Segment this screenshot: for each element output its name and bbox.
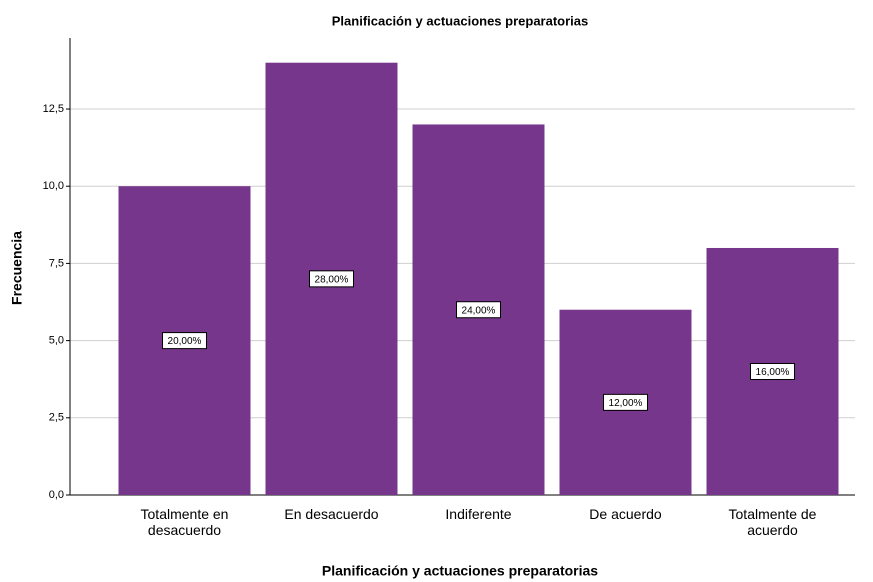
percentage-label: 20,00% — [168, 336, 202, 347]
x-axis-title: Planificación y actuaciones preparatoria… — [322, 563, 598, 579]
y-tick-label: 5,0 — [49, 335, 64, 347]
percentage-box — [309, 270, 354, 288]
percentage-box — [162, 332, 207, 350]
percentage-box — [456, 301, 501, 319]
y-tick-label: 7,5 — [49, 257, 64, 269]
x-tick-label: Indiferente — [445, 506, 512, 522]
y-tick-label: 0,0 — [49, 489, 64, 501]
percentage-label: 16,00% — [756, 367, 790, 378]
x-tick-label: Totalmente en desacuerdo — [140, 506, 229, 538]
chart-title: Planificación y actuaciones preparatoria… — [332, 13, 589, 28]
percentage-label: 12,00% — [609, 398, 643, 409]
x-tick-label: De acuerdo — [589, 506, 662, 522]
y-axis-title: Frecuencia — [9, 231, 25, 305]
y-tick-label: 10,0 — [43, 180, 64, 192]
percentage-label: 24,00% — [462, 305, 496, 316]
x-tick-label: Totalmente de acuerdo — [728, 506, 817, 538]
x-tick-label: En desacuerdo — [284, 506, 379, 522]
percentage-label: 28,00% — [315, 274, 349, 285]
percentage-box — [603, 393, 648, 411]
y-tick-label: 2,5 — [49, 412, 64, 424]
percentage-box — [750, 362, 795, 380]
y-tick-label: 12,5 — [43, 103, 64, 115]
